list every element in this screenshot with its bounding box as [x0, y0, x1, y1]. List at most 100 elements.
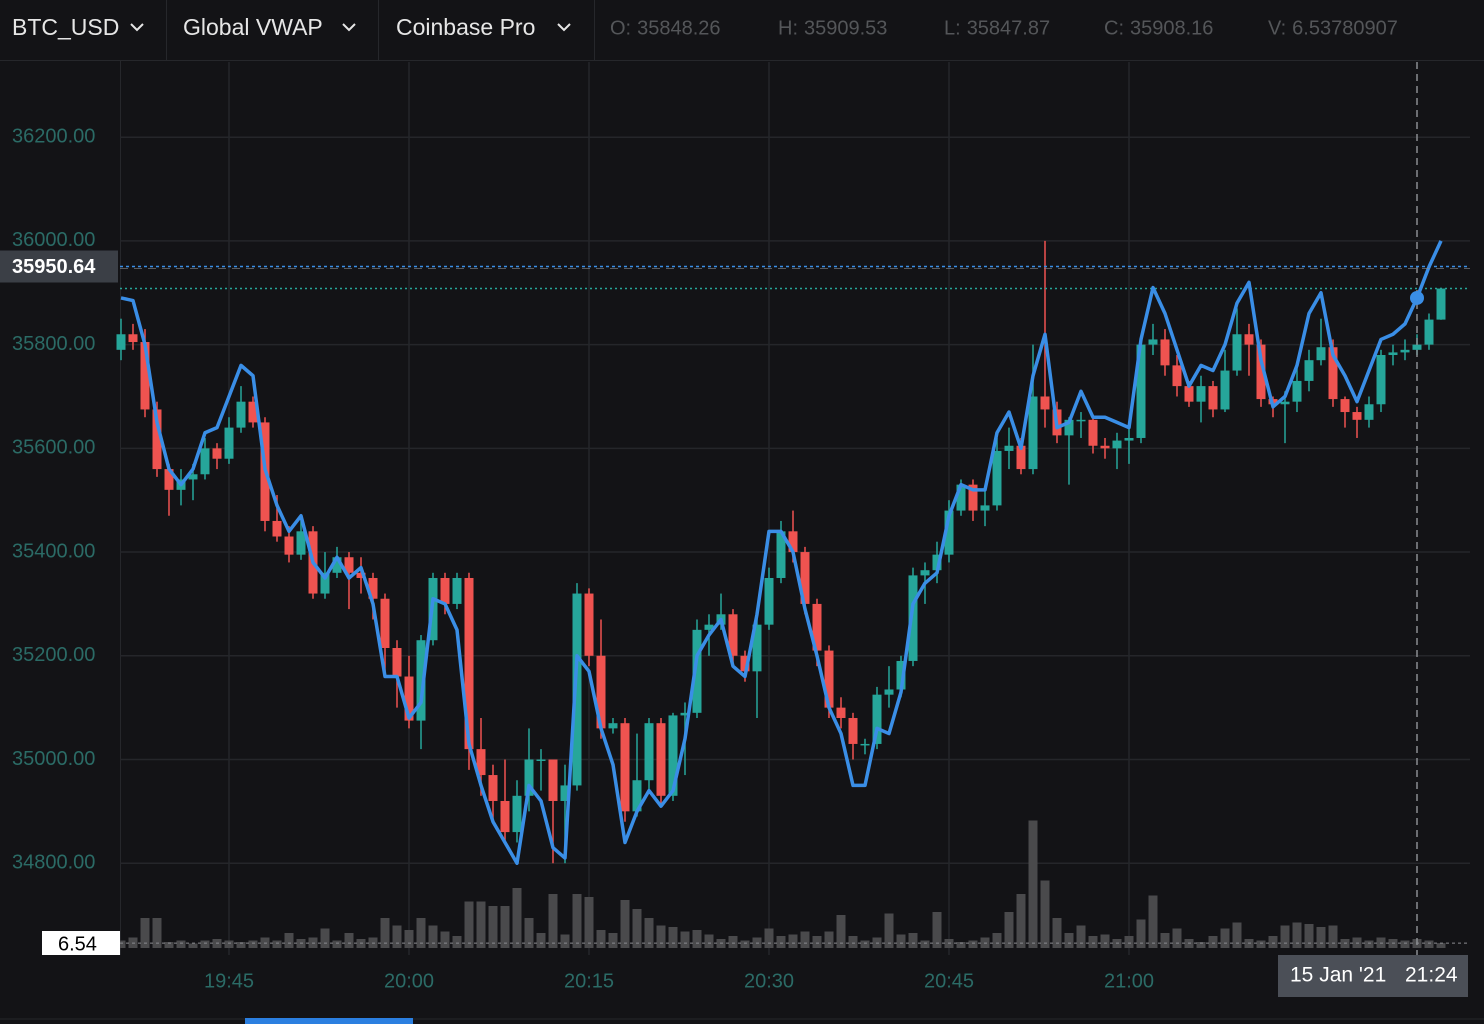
candle-body — [1016, 445, 1026, 470]
chevron[interactable] — [557, 23, 571, 32]
candle-body — [1088, 419, 1098, 446]
y-tick-label: 34800.00 — [12, 851, 95, 873]
indicator[interactable]: Global VWAP — [183, 14, 323, 40]
candle-body — [788, 531, 798, 553]
exchange[interactable]: Coinbase Pro — [396, 14, 535, 40]
candle-body — [1400, 349, 1410, 353]
candle-body — [992, 450, 1002, 506]
volume-bar — [224, 940, 234, 948]
candle-body — [236, 401, 246, 428]
candle-body — [776, 531, 786, 578]
candle-body — [272, 520, 282, 537]
exchange-select[interactable]: Coinbase Pro — [396, 14, 571, 40]
candle-body — [584, 593, 594, 656]
candle-body — [1328, 347, 1338, 400]
candle-body — [1292, 380, 1302, 402]
x-tick-label: 20:15 — [564, 970, 614, 992]
indicator-select[interactable]: Global VWAP — [183, 14, 356, 40]
candle-body — [908, 575, 918, 661]
x-tick-label: 20:00 — [384, 970, 434, 992]
candle-body — [200, 448, 210, 475]
volume-bar — [1400, 940, 1410, 948]
candle-body — [872, 694, 882, 744]
candle-body — [1148, 339, 1158, 345]
candle-body — [860, 743, 870, 746]
volume-bar — [992, 933, 1002, 948]
toolbar — [0, 0, 1484, 60]
candle-body — [920, 570, 930, 576]
volume-bar — [548, 894, 558, 948]
candle-body — [1304, 360, 1314, 381]
volume-bar — [860, 940, 870, 948]
scroll-thumb[interactable] — [245, 1018, 413, 1024]
volume-bar — [1064, 933, 1074, 948]
volume-bar — [428, 925, 438, 948]
crosshair-date: 15 Jan '21 — [1290, 964, 1386, 987]
candle-body — [1316, 347, 1326, 361]
volume-bar — [788, 934, 798, 948]
volume-bar — [644, 918, 654, 948]
candle-body — [1004, 445, 1014, 451]
ohlcv-value: 35909.53 — [804, 17, 887, 39]
symbol[interactable]: BTC_USD — [12, 14, 119, 40]
volume-bar — [1436, 943, 1446, 948]
candle-body — [248, 401, 258, 423]
candle-body — [848, 718, 858, 744]
volume-bar — [920, 940, 930, 948]
candle-body — [1208, 386, 1218, 410]
candle-body — [1112, 440, 1122, 449]
volume-bar — [956, 942, 966, 948]
chevron[interactable] — [130, 23, 144, 32]
candle-body — [1196, 386, 1206, 402]
candle-body — [464, 577, 474, 750]
symbol-select[interactable]: BTC_USD — [12, 14, 144, 40]
volume-bar — [632, 909, 642, 948]
crosshair-point — [1410, 290, 1424, 305]
candle-body — [596, 655, 606, 729]
candle-body — [152, 409, 162, 470]
candle-body — [740, 655, 750, 672]
candle-body — [1244, 334, 1254, 345]
candle-body — [512, 795, 522, 833]
candle-body — [1124, 437, 1134, 441]
candle-body — [572, 593, 582, 786]
candle-body — [344, 557, 354, 573]
volume-bar — [1124, 936, 1134, 948]
volume-bar — [272, 940, 282, 948]
candle-body — [224, 427, 234, 459]
candle-body — [368, 577, 378, 599]
volume-value-label: 6.54 — [58, 933, 97, 955]
ohlcv-label: H: — [778, 17, 798, 39]
volume-bar — [320, 928, 330, 948]
volume-bar — [908, 933, 918, 948]
crosshair-time: 21:24 — [1405, 964, 1458, 987]
candle-body — [128, 334, 138, 343]
volume-bar — [800, 931, 810, 948]
candle-body — [332, 557, 342, 573]
chevron[interactable] — [342, 23, 356, 32]
candle-body — [164, 469, 174, 490]
candle-body — [1076, 419, 1086, 422]
volume-bar — [464, 901, 474, 948]
volume-bar — [1052, 918, 1062, 948]
volume-label-box — [42, 931, 120, 955]
ohlcv-label: V: — [1268, 17, 1286, 39]
volume-bar — [848, 936, 858, 948]
volume-bar — [236, 942, 246, 948]
candle-body — [980, 505, 990, 511]
candle-body — [392, 647, 402, 677]
volume-bar — [620, 900, 630, 948]
volume-bar — [536, 933, 546, 948]
volume-bar — [776, 936, 786, 948]
candle-body — [1280, 401, 1290, 405]
volume-bar — [140, 918, 150, 948]
candle-body — [296, 531, 306, 555]
volume-bar — [692, 930, 702, 948]
candle-body — [1028, 396, 1038, 470]
candle-body — [1064, 419, 1074, 436]
candle-body — [800, 552, 810, 604]
candle-body — [1388, 352, 1398, 355]
volume-bar — [152, 918, 162, 948]
